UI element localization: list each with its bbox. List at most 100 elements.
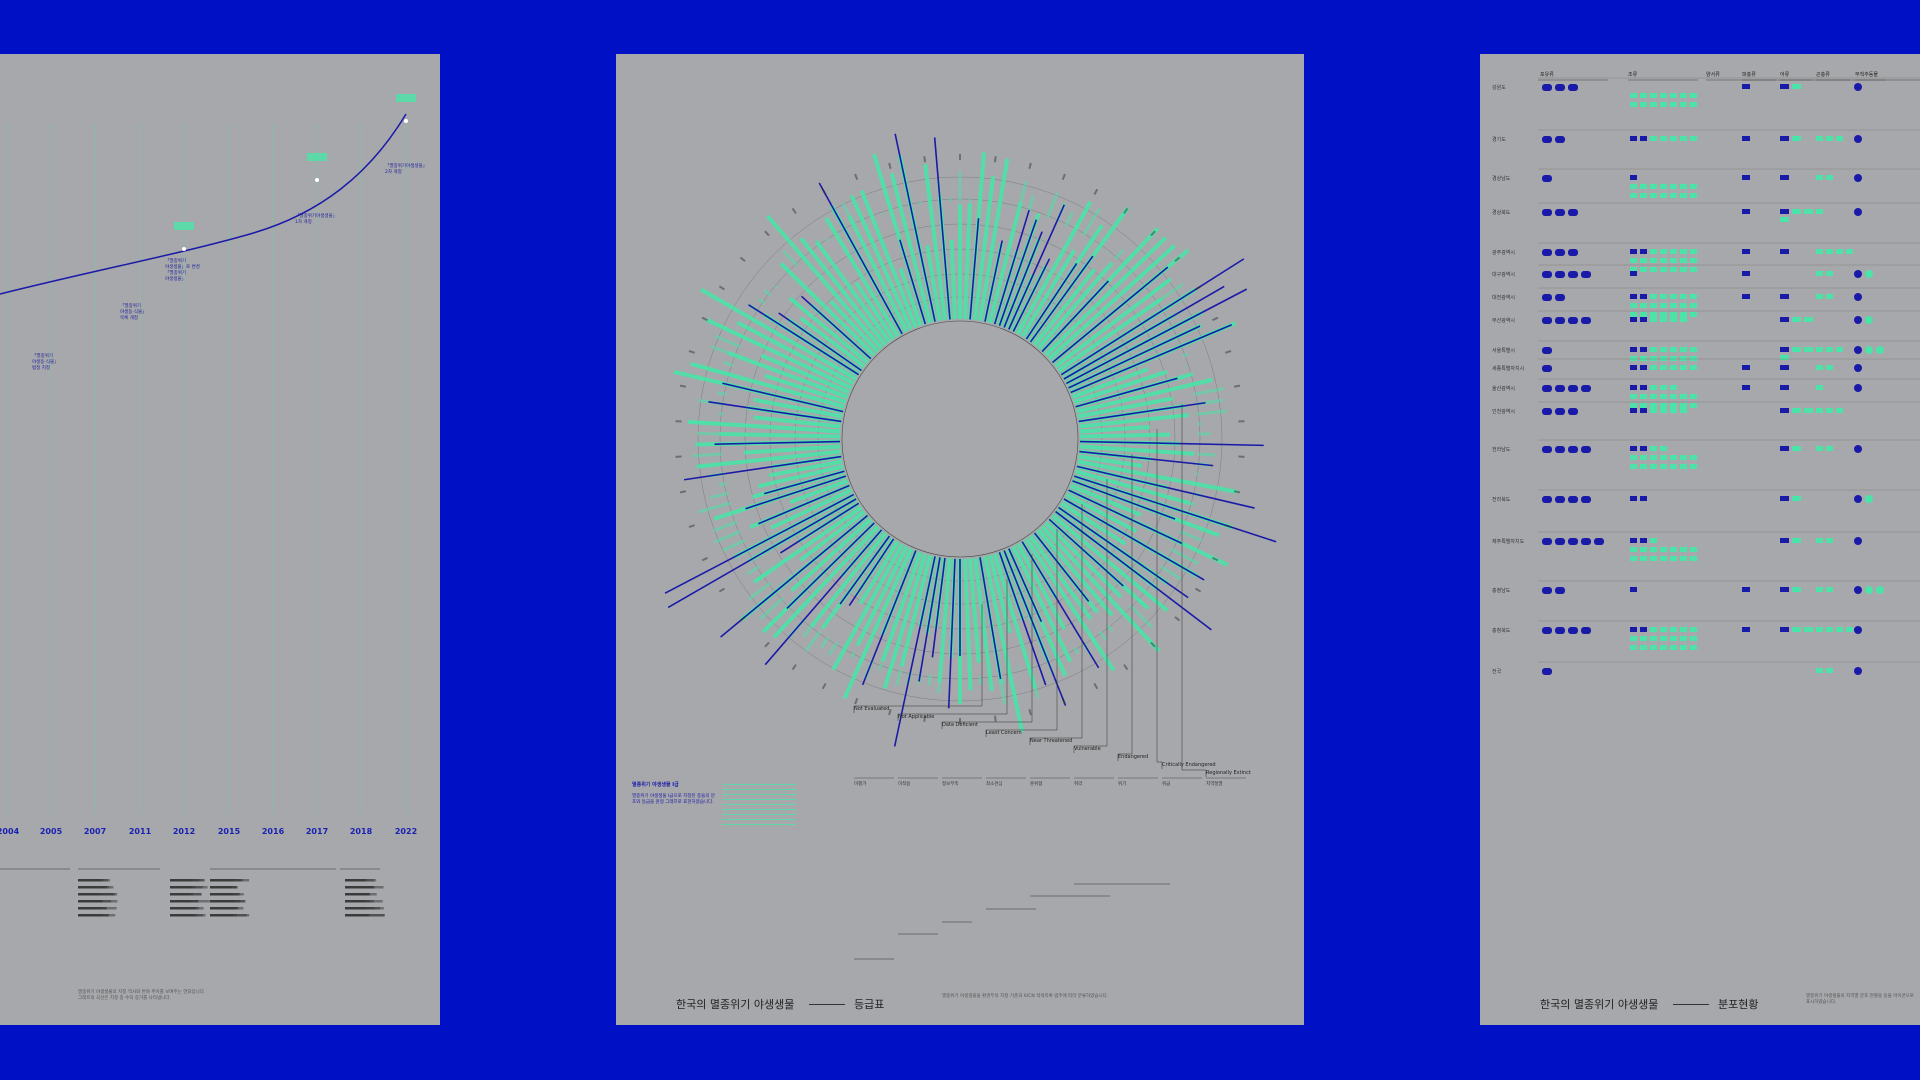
highlight-bar xyxy=(764,529,883,666)
footnote: 멸종위기 야생생물의 지역별 분포 현황을 동물 아이콘으로 표시하였습니다. xyxy=(1806,994,1914,1005)
group-head: 곤충류 xyxy=(1816,72,1830,78)
radial-bar xyxy=(1040,525,1161,653)
radial-bar xyxy=(1073,369,1168,404)
radial-bar xyxy=(770,488,853,530)
mammal-icon xyxy=(1568,408,1578,415)
bird-icon xyxy=(1660,464,1667,469)
invertebrate-icon xyxy=(1854,667,1862,675)
bird-icon xyxy=(1680,394,1687,399)
bird-icon xyxy=(1640,446,1647,451)
fish-icon xyxy=(1780,538,1789,543)
highlight-bar xyxy=(786,522,875,610)
outer-bar xyxy=(1046,192,1059,219)
outer-bar xyxy=(1027,666,1040,699)
bird-icon xyxy=(1650,102,1657,107)
bird-icon xyxy=(1680,547,1687,552)
bird-icon xyxy=(1640,102,1647,107)
mammal-icon xyxy=(1542,365,1552,372)
grade-chart-poster: Not Evaluated Not Applicable Data Defici… xyxy=(616,54,1304,1025)
outer-bar xyxy=(1121,611,1134,624)
highlight-bar xyxy=(720,514,869,638)
outer-bar xyxy=(1191,381,1199,387)
species-label xyxy=(1195,587,1202,593)
bird-icon xyxy=(1670,356,1677,361)
table-text-line xyxy=(78,893,116,896)
bird-icon xyxy=(1630,193,1637,198)
radial-bar xyxy=(1044,521,1123,599)
mammal-icon xyxy=(1542,668,1552,675)
mammal-icon xyxy=(1568,446,1578,453)
bird-icon xyxy=(1660,385,1667,390)
fish-icon xyxy=(1780,408,1789,413)
invertebrate-icon xyxy=(1854,83,1862,91)
outer-bar xyxy=(718,482,727,487)
radial-bar xyxy=(1032,268,1097,347)
bird-icon xyxy=(1690,312,1697,317)
region-label: 세종특별자치시 xyxy=(1492,366,1525,372)
group-head: 양서류 xyxy=(1706,72,1720,78)
bird-icon xyxy=(1690,184,1697,189)
bird-icon xyxy=(1630,267,1637,272)
highlight-bar xyxy=(1075,377,1178,408)
table-text-line xyxy=(78,907,117,910)
radial-bar xyxy=(799,316,866,369)
bird-icon xyxy=(1680,627,1687,632)
species-label xyxy=(1150,230,1156,237)
highlight-bar xyxy=(1051,266,1169,364)
poster-subtitle: 등급표 xyxy=(854,998,885,1011)
insect-icon xyxy=(1836,627,1843,632)
bird-icon xyxy=(1640,496,1647,501)
radial-bar xyxy=(987,554,1012,634)
outer-bar xyxy=(759,597,785,620)
invertebrate-icon xyxy=(1854,626,1862,634)
mammal-icon xyxy=(1542,271,1552,278)
mammal-icon xyxy=(1581,538,1591,545)
outer-bar xyxy=(714,334,742,349)
fish-icon xyxy=(1792,496,1801,501)
table-text-line xyxy=(345,879,366,882)
radial-bar xyxy=(842,547,914,700)
bird-icon xyxy=(1640,303,1647,308)
highlight-bar xyxy=(1060,258,1245,376)
bird-icon xyxy=(1640,317,1647,322)
mammal-icon xyxy=(1555,627,1565,634)
invertebrate-icon xyxy=(1854,445,1862,453)
invertebrate-icon xyxy=(1854,135,1862,143)
species-label xyxy=(1225,349,1232,354)
outer-bar xyxy=(832,230,838,237)
outer-bar xyxy=(723,360,735,367)
bird-icon xyxy=(1630,587,1637,592)
bird-icon xyxy=(1690,403,1697,408)
bird-icon xyxy=(1690,347,1697,352)
invertebrate-icon xyxy=(1865,586,1873,594)
fish-icon xyxy=(1780,217,1789,222)
bird-icon xyxy=(1640,408,1647,413)
bird-icon xyxy=(1690,102,1697,107)
species-label xyxy=(923,715,927,722)
outer-bar xyxy=(795,611,799,615)
category-en-label: Near Threatened xyxy=(1030,738,1073,744)
mammal-icon xyxy=(1542,446,1552,453)
insect-icon xyxy=(1826,446,1833,451)
region-label: 전국 xyxy=(1492,669,1502,675)
outer-bar xyxy=(1188,501,1196,507)
bird-icon xyxy=(1640,464,1647,469)
fish-icon xyxy=(1780,249,1789,254)
invertebrate-icon xyxy=(1865,270,1873,278)
outer-bar xyxy=(716,391,727,396)
timeline-note: 「멸종위기야생생물」 1차 개정 xyxy=(295,214,338,225)
radial-bar xyxy=(1078,454,1143,468)
fish-icon xyxy=(1780,136,1789,141)
radial-bar xyxy=(799,237,888,347)
bird-icon xyxy=(1670,294,1677,299)
bird-icon xyxy=(1650,394,1657,399)
species-label xyxy=(1233,384,1241,388)
bird-icon xyxy=(1630,175,1637,180)
category-en-label: Not Applicable xyxy=(898,714,935,720)
bird-icon xyxy=(1660,184,1667,189)
insect-icon xyxy=(1826,587,1833,592)
species-label xyxy=(791,664,797,671)
insect-icon xyxy=(1816,587,1823,592)
region-label: 전라남도 xyxy=(1492,447,1511,453)
leader-line xyxy=(1117,454,1133,761)
